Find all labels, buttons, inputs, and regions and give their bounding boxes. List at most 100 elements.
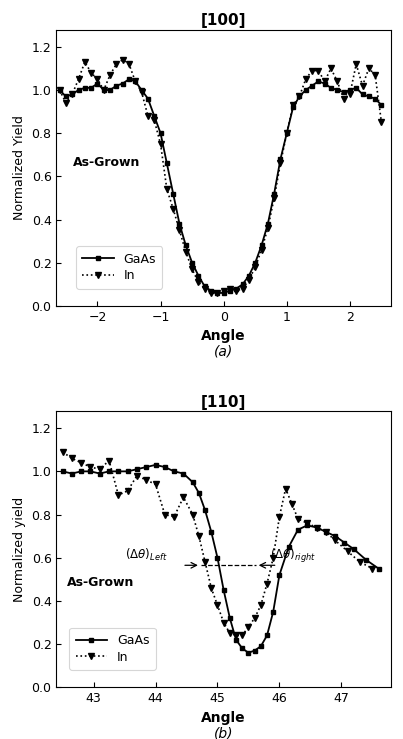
In [60,448,65,457]
GaAs [271,607,276,616]
In [197,531,202,540]
GaAs [295,525,300,534]
GaAs [221,586,226,595]
Y-axis label: Normalized yield: Normalized yield [13,497,26,602]
In [172,512,177,521]
In [271,554,276,562]
Legend: GaAs, In: GaAs, In [76,246,162,289]
In [370,564,375,573]
GaAs [127,75,131,84]
GaAs [364,556,369,565]
GaAs [190,477,195,486]
Title: [110]: [110] [201,395,246,409]
In [289,500,294,508]
Line: In: In [56,56,385,296]
Line: In: In [59,449,376,639]
In [357,558,362,567]
GaAs [209,528,214,537]
Text: $(\Delta\theta)_{Left}$: $(\Delta\theta)_{Left}$ [125,547,167,563]
In [209,288,214,297]
In [295,514,300,523]
GaAs [60,467,65,476]
In [278,159,283,168]
X-axis label: Angle: Angle [202,711,246,725]
Text: $(\Delta\theta)_{right}$: $(\Delta\theta)_{right}$ [270,547,316,565]
GaAs [342,538,347,547]
GaAs [379,101,384,109]
GaAs [82,84,87,92]
GaAs [252,646,257,655]
In [120,55,125,64]
In [333,536,338,545]
GaAs [278,154,283,163]
GaAs [246,648,251,657]
GaAs [57,86,62,95]
In [98,465,102,474]
GaAs [376,564,381,573]
GaAs [107,467,112,476]
GaAs [314,523,319,532]
In [153,480,158,488]
In [379,118,384,127]
In [305,519,310,528]
GaAs [266,219,270,228]
In [203,558,208,567]
X-axis label: Angle: Angle [202,330,246,344]
In [265,579,270,588]
In [125,486,130,495]
In [258,601,263,610]
In [69,454,74,463]
In [82,58,87,67]
In [221,618,226,627]
GaAs [227,614,232,623]
In [240,631,245,640]
Title: [100]: [100] [201,13,246,28]
In [345,547,350,556]
GaAs [197,488,202,497]
Y-axis label: Normalized Yield: Normalized Yield [13,115,26,220]
Text: As-Grown: As-Grown [73,156,141,168]
In [215,601,220,610]
In [135,471,139,480]
GaAs [286,542,291,551]
GaAs [265,631,270,640]
GaAs [277,571,282,579]
Text: (b): (b) [214,726,233,739]
In [246,622,251,631]
In [79,458,83,467]
In [252,614,257,623]
In [190,510,195,519]
In [324,528,328,537]
In [107,456,112,465]
GaAs [215,554,220,562]
GaAs [98,469,102,478]
GaAs [172,467,177,476]
GaAs [258,641,263,650]
GaAs [79,467,83,476]
GaAs [144,463,149,471]
GaAs [116,467,121,476]
GaAs [69,469,74,478]
GaAs [240,280,245,289]
GaAs [135,465,139,474]
Text: As-Grown: As-Grown [66,576,134,589]
In [57,86,62,95]
In [240,285,245,293]
GaAs [177,219,182,228]
GaAs [162,463,167,471]
GaAs [215,288,220,297]
Text: (a): (a) [214,344,233,358]
In [144,476,149,485]
Legend: GaAs, In: GaAs, In [69,627,156,670]
In [266,224,270,233]
In [221,286,226,295]
In [227,629,232,638]
GaAs [324,528,328,537]
In [116,491,121,500]
GaAs [181,469,186,478]
In [314,523,319,532]
GaAs [240,644,245,653]
In [162,510,167,519]
In [283,484,288,493]
In [234,631,239,640]
